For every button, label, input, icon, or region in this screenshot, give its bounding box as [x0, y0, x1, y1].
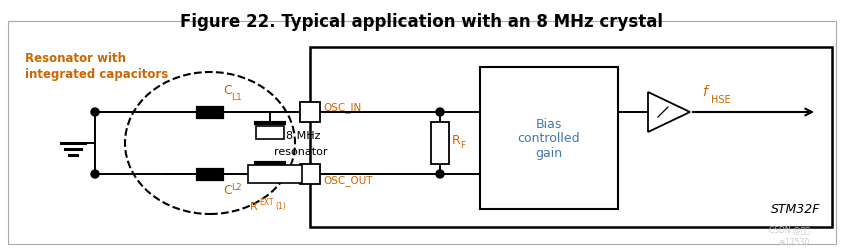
FancyBboxPatch shape: [310, 48, 832, 227]
Circle shape: [436, 170, 444, 178]
Text: L1: L1: [231, 93, 241, 102]
Text: HSE: HSE: [711, 94, 731, 105]
FancyBboxPatch shape: [480, 68, 618, 209]
Text: Bias
controlled
gain: Bias controlled gain: [517, 117, 581, 160]
FancyBboxPatch shape: [300, 164, 320, 184]
Text: EXT: EXT: [259, 197, 273, 206]
FancyBboxPatch shape: [300, 103, 320, 122]
Text: R: R: [452, 133, 461, 146]
Text: (1): (1): [275, 201, 286, 210]
Text: Resonator with: Resonator with: [25, 52, 126, 65]
Text: resonator: resonator: [274, 146, 327, 156]
Circle shape: [91, 170, 99, 178]
Text: Figure 22. Typical application with an 8 MHz crystal: Figure 22. Typical application with an 8…: [181, 13, 663, 31]
Text: OSC_OUT: OSC_OUT: [323, 174, 372, 185]
Text: R: R: [250, 201, 257, 211]
Text: 8 MHz: 8 MHz: [286, 131, 321, 140]
Text: L2: L2: [231, 182, 241, 191]
Text: STM32F: STM32F: [771, 202, 820, 215]
Text: integrated capacitors: integrated capacitors: [25, 68, 168, 81]
Text: C: C: [223, 183, 232, 196]
FancyBboxPatch shape: [431, 122, 449, 164]
FancyBboxPatch shape: [8, 22, 836, 244]
Circle shape: [436, 109, 444, 116]
Text: F: F: [460, 140, 465, 149]
Circle shape: [206, 170, 214, 178]
Text: ai17530: ai17530: [779, 237, 810, 246]
Circle shape: [206, 109, 214, 116]
Text: f: f: [702, 85, 707, 99]
FancyBboxPatch shape: [248, 165, 302, 183]
Text: OSC_IN: OSC_IN: [323, 102, 361, 112]
Text: CSDN @雷泡: CSDN @雷泡: [769, 224, 810, 233]
FancyBboxPatch shape: [256, 127, 284, 139]
Text: C: C: [223, 84, 232, 97]
Circle shape: [91, 109, 99, 116]
